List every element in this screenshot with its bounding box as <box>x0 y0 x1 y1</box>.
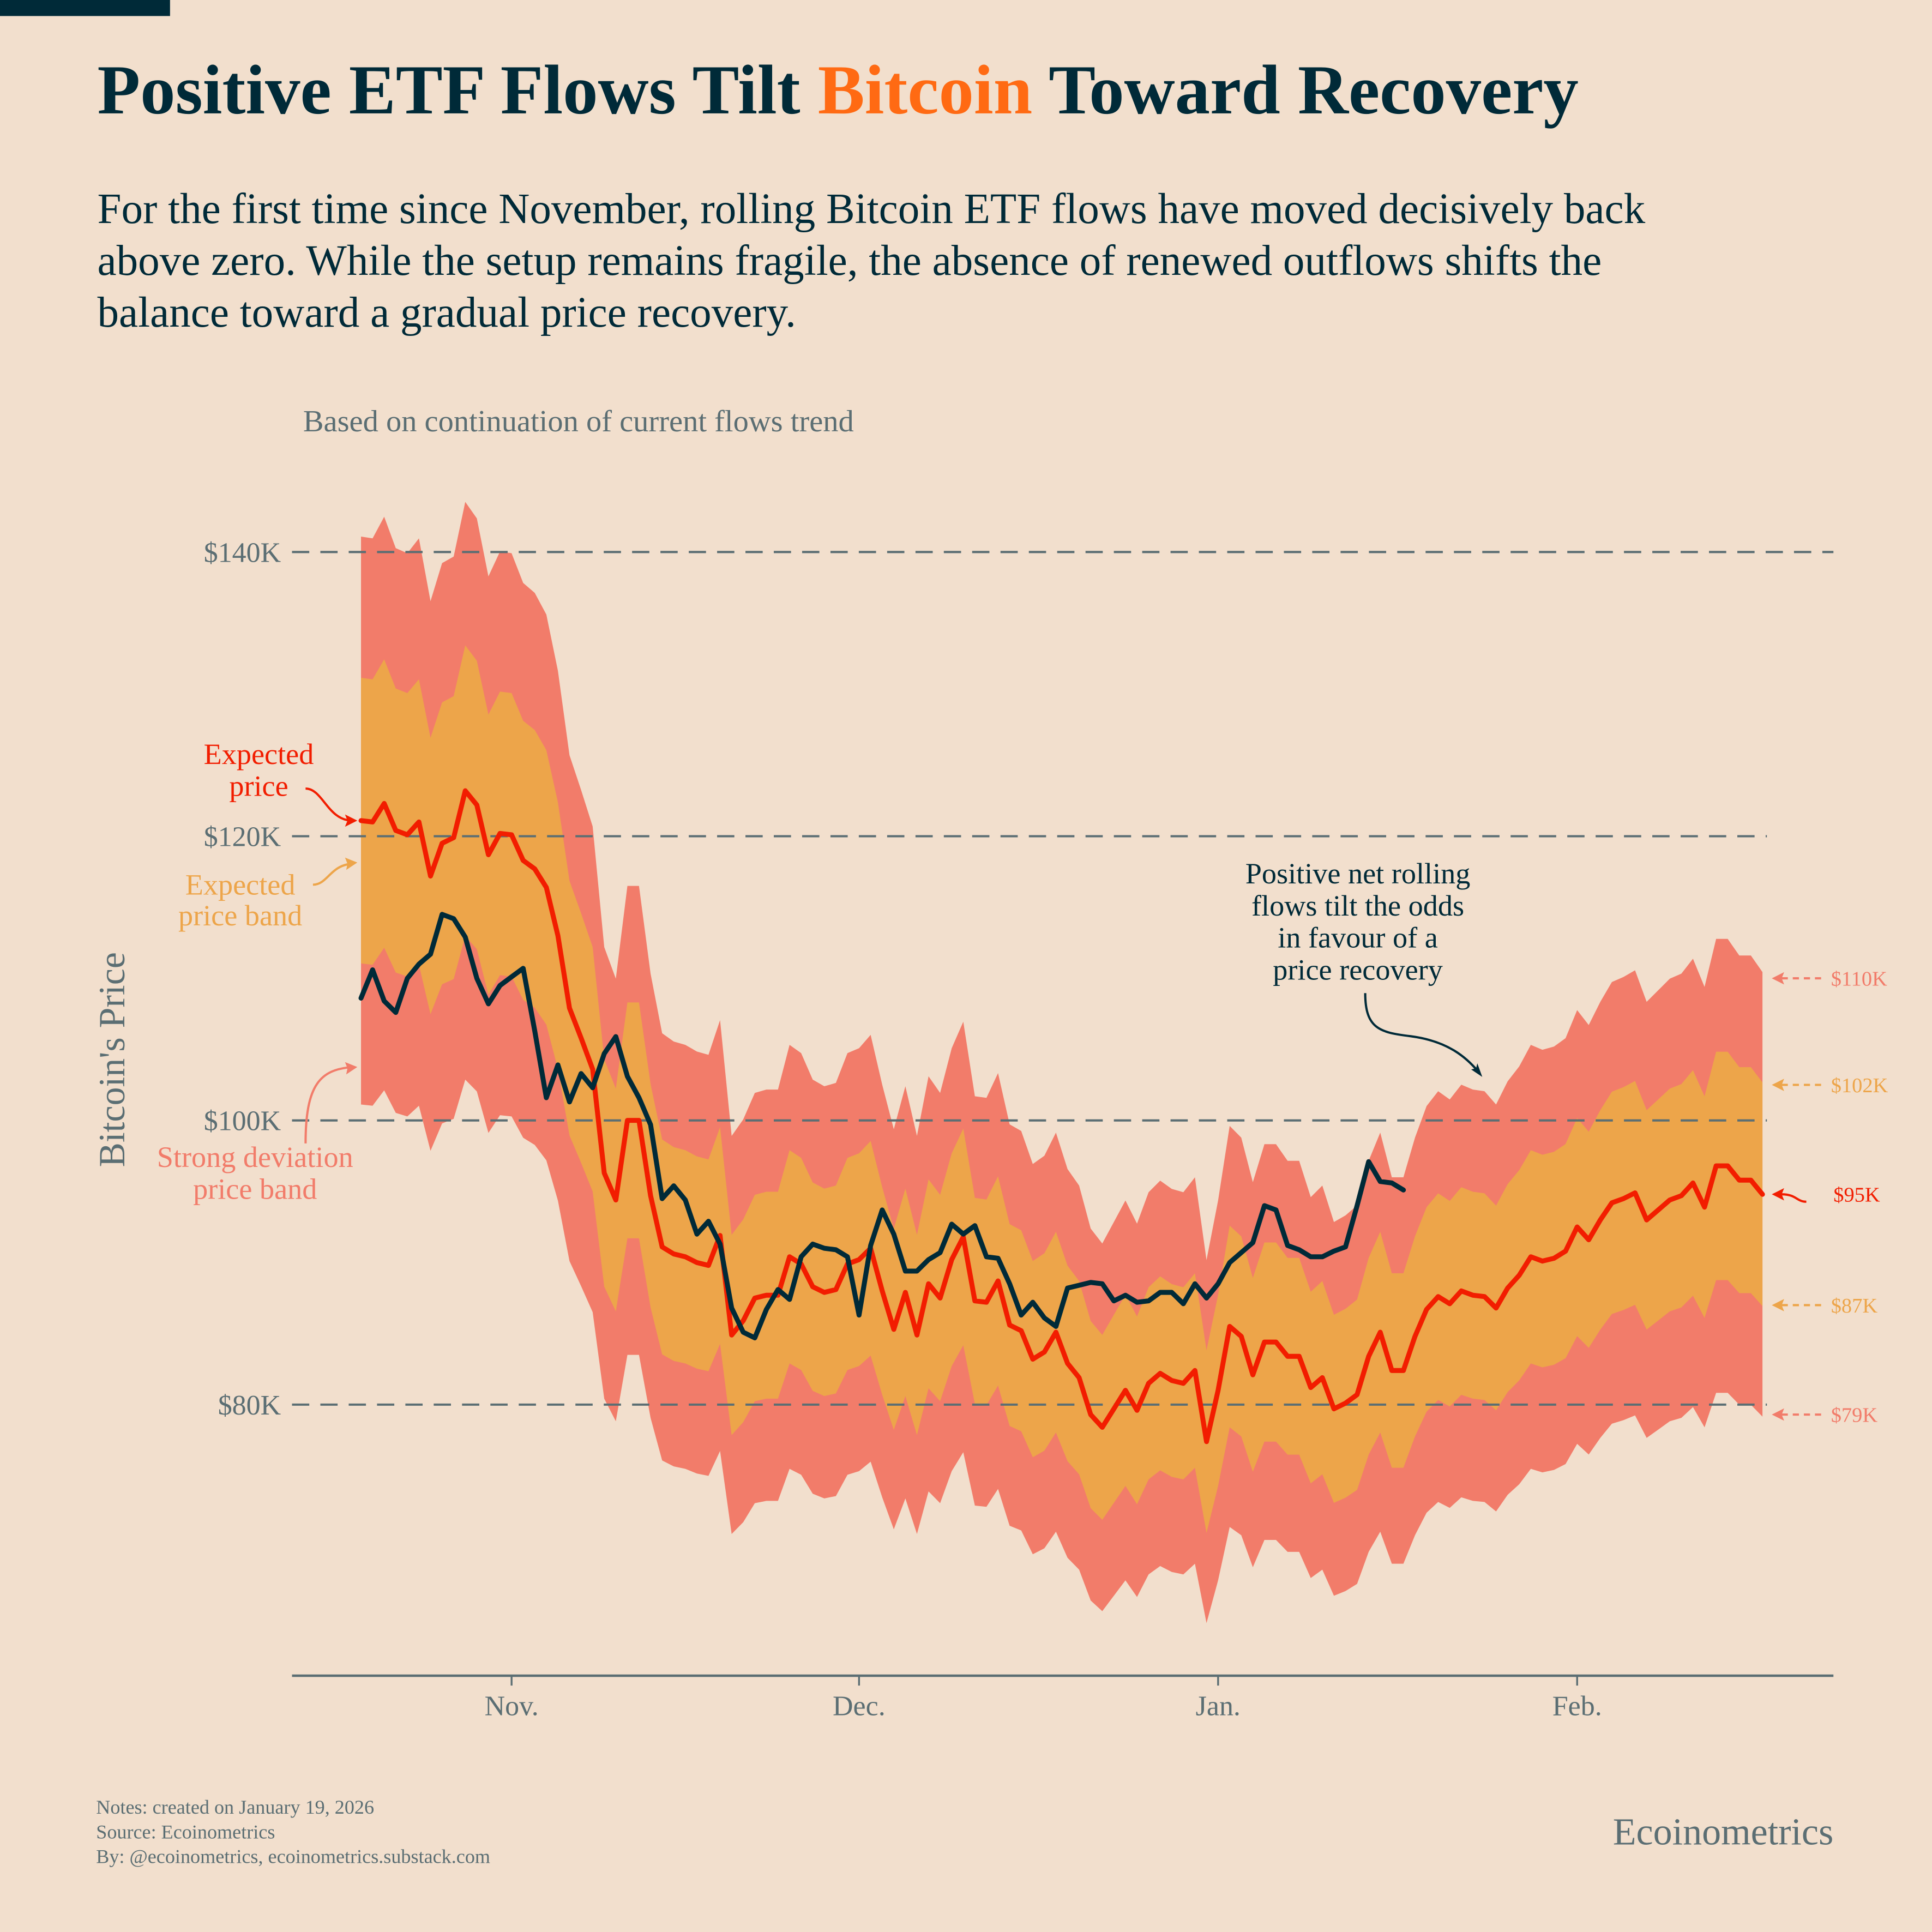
arrowhead-icon <box>1772 1188 1784 1201</box>
svg-text:Strong deviation: Strong deviation <box>157 1141 353 1173</box>
y-tick-label: $80K <box>218 1390 281 1421</box>
y-tick-label: $120K <box>204 822 281 853</box>
arrowhead-icon <box>1772 1408 1784 1421</box>
arrow-icon <box>312 862 353 886</box>
arrowhead-icon <box>345 814 358 827</box>
svg-text:price: price <box>229 770 288 803</box>
annotation-strong-band: Strong deviation price band <box>157 1062 358 1206</box>
arrowhead-icon <box>345 857 358 870</box>
arrowhead-icon <box>1471 1063 1483 1077</box>
arrow-icon <box>1364 993 1480 1073</box>
y-axis-ticks: $140K $120K $100K $80K <box>204 537 281 1421</box>
svg-text:Positive net rolling: Positive net rolling <box>1245 857 1471 890</box>
y-tick-label: $140K <box>204 537 281 568</box>
actual-price-line <box>358 912 1406 1340</box>
expected-price-band <box>361 645 1763 1533</box>
svg-text:in favour of a: in favour of a <box>1278 922 1438 954</box>
annotation-recovery: Positive net rolling flows tilt the odds… <box>1245 857 1483 1077</box>
svg-text:price recovery: price recovery <box>1273 953 1443 986</box>
end-value-label: $102K <box>1831 1074 1888 1097</box>
footer-by: By: @ecoinometrics, ecoinometrics.substa… <box>96 1845 490 1867</box>
arrowhead-icon <box>1772 1079 1784 1091</box>
end-value-label: $95K <box>1833 1184 1880 1207</box>
svg-text:Expected: Expected <box>185 868 296 901</box>
svg-text:price band: price band <box>193 1173 317 1206</box>
end-value-label: $87K <box>1831 1295 1878 1317</box>
arrowhead-icon <box>1772 1299 1784 1311</box>
svg-text:price band: price band <box>178 899 302 932</box>
arrow-icon <box>1781 1193 1807 1203</box>
end-value-label: $110K <box>1831 968 1887 991</box>
end-labels: $110K $102K $95K $87K $79K <box>1772 968 1888 1427</box>
brand-bar <box>0 0 170 16</box>
chart-subtitle: Based on continuation of current flows t… <box>303 405 854 438</box>
subtitle-line-2: above zero. While the setup remains frag… <box>98 237 1602 285</box>
footer-source: Source: Ecoinometrics <box>96 1821 275 1843</box>
x-tick-label: Feb. <box>1552 1690 1602 1722</box>
brand-logo: Ecoinometrics <box>1613 1811 1833 1853</box>
x-axis: Nov. Dec. Jan. Feb. <box>292 1674 1834 1722</box>
series-layer <box>358 788 1765 1445</box>
arrow-icon <box>305 787 353 822</box>
arrowhead-icon <box>1772 972 1784 985</box>
gridlines <box>292 551 1834 1406</box>
arrow-icon <box>304 1066 353 1143</box>
x-tick-label: Jan. <box>1196 1690 1241 1722</box>
footer-notes: Notes: created on January 19, 2026 <box>96 1796 374 1818</box>
end-value-label: $79K <box>1831 1404 1878 1427</box>
page-title: Positive ETF Flows Tilt Bitcoin Toward R… <box>98 51 1579 129</box>
x-tick-label: Dec. <box>833 1690 886 1722</box>
annotation-expected-band: Expected price band <box>178 857 358 932</box>
y-tick-label: $100K <box>204 1106 281 1137</box>
subtitle-line-1: For the first time since November, rolli… <box>98 185 1646 233</box>
title-highlight: Bitcoin <box>818 51 1033 129</box>
subtitle-line-3: balance toward a gradual price recovery. <box>98 289 796 336</box>
annotation-expected-price: Expected price <box>204 738 358 827</box>
svg-text:Expected: Expected <box>204 738 314 771</box>
y-axis-label: Bitcoin's Price <box>92 952 133 1167</box>
x-tick-label: Nov. <box>485 1690 539 1722</box>
arrowhead-icon <box>345 1062 358 1075</box>
svg-text:flows tilt the odds: flows tilt the odds <box>1251 889 1464 922</box>
